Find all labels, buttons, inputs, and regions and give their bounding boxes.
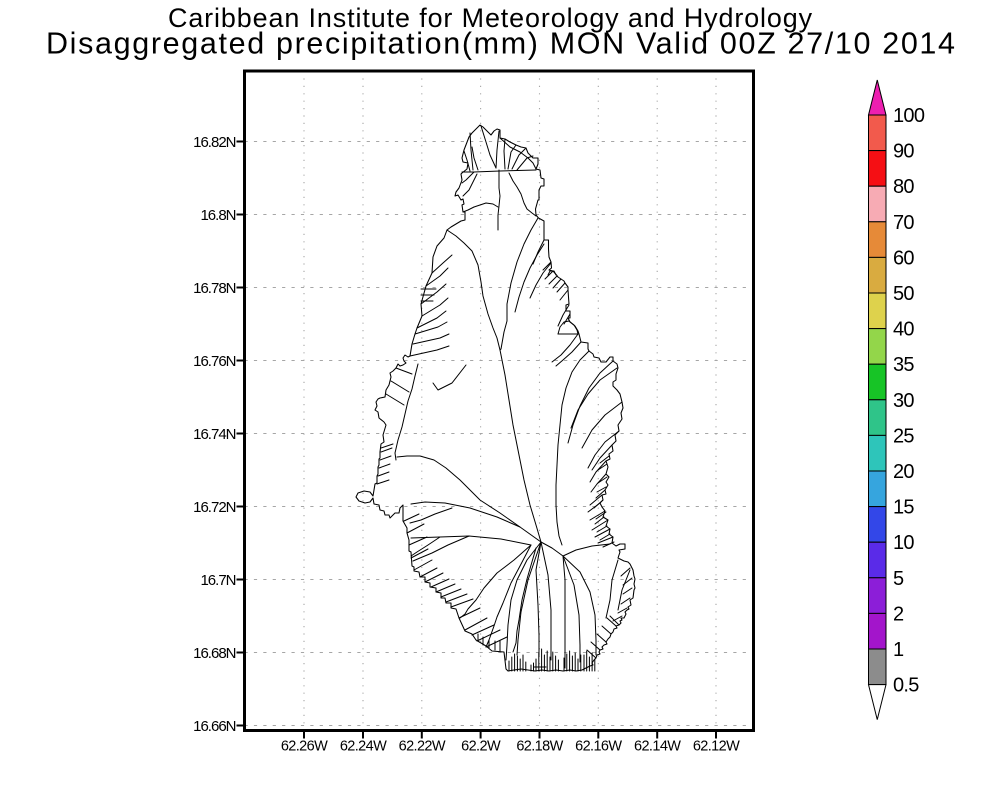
svg-text:16.78N: 16.78N (193, 280, 236, 297)
svg-text:35: 35 (893, 354, 914, 376)
svg-text:Disaggregated precipitation(mm: Disaggregated precipitation(mm) MON Vali… (46, 27, 957, 61)
svg-text:60: 60 (893, 247, 914, 269)
svg-text:62.26W: 62.26W (281, 739, 328, 755)
svg-text:70: 70 (893, 212, 914, 234)
svg-text:62.16W: 62.16W (575, 739, 622, 755)
svg-text:62.24W: 62.24W (340, 739, 387, 755)
svg-text:16.72N: 16.72N (193, 499, 236, 516)
svg-text:40: 40 (893, 319, 914, 341)
svg-text:16.76N: 16.76N (193, 353, 236, 370)
svg-text:Caribbean Institute for Meteor: Caribbean Institute for Meteorology and … (168, 3, 813, 33)
svg-text:25: 25 (893, 425, 914, 447)
svg-text:62.22W: 62.22W (399, 739, 446, 755)
svg-text:16.82N: 16.82N (193, 134, 236, 151)
svg-text:16.74N: 16.74N (193, 426, 236, 443)
svg-text:16.7N: 16.7N (200, 572, 235, 589)
svg-text:62.12W: 62.12W (693, 739, 740, 755)
svg-text:2: 2 (893, 603, 904, 625)
svg-text:20: 20 (893, 461, 914, 483)
svg-text:16.66N: 16.66N (193, 718, 236, 735)
svg-text:1: 1 (893, 639, 904, 661)
svg-text:50: 50 (893, 283, 914, 305)
svg-text:62.18W: 62.18W (516, 739, 563, 755)
svg-text:5: 5 (893, 568, 904, 590)
svg-text:80: 80 (893, 176, 914, 198)
svg-text:15: 15 (893, 497, 914, 519)
svg-text:10: 10 (893, 532, 914, 554)
svg-text:30: 30 (893, 390, 914, 412)
svg-text:62.14W: 62.14W (634, 739, 681, 755)
svg-text:16.68N: 16.68N (193, 645, 236, 662)
svg-text:100: 100 (893, 105, 925, 127)
svg-text:16.8N: 16.8N (200, 207, 235, 224)
svg-text:0.5: 0.5 (893, 675, 919, 697)
svg-text:90: 90 (893, 141, 914, 163)
svg-text:62.2W: 62.2W (461, 739, 501, 755)
